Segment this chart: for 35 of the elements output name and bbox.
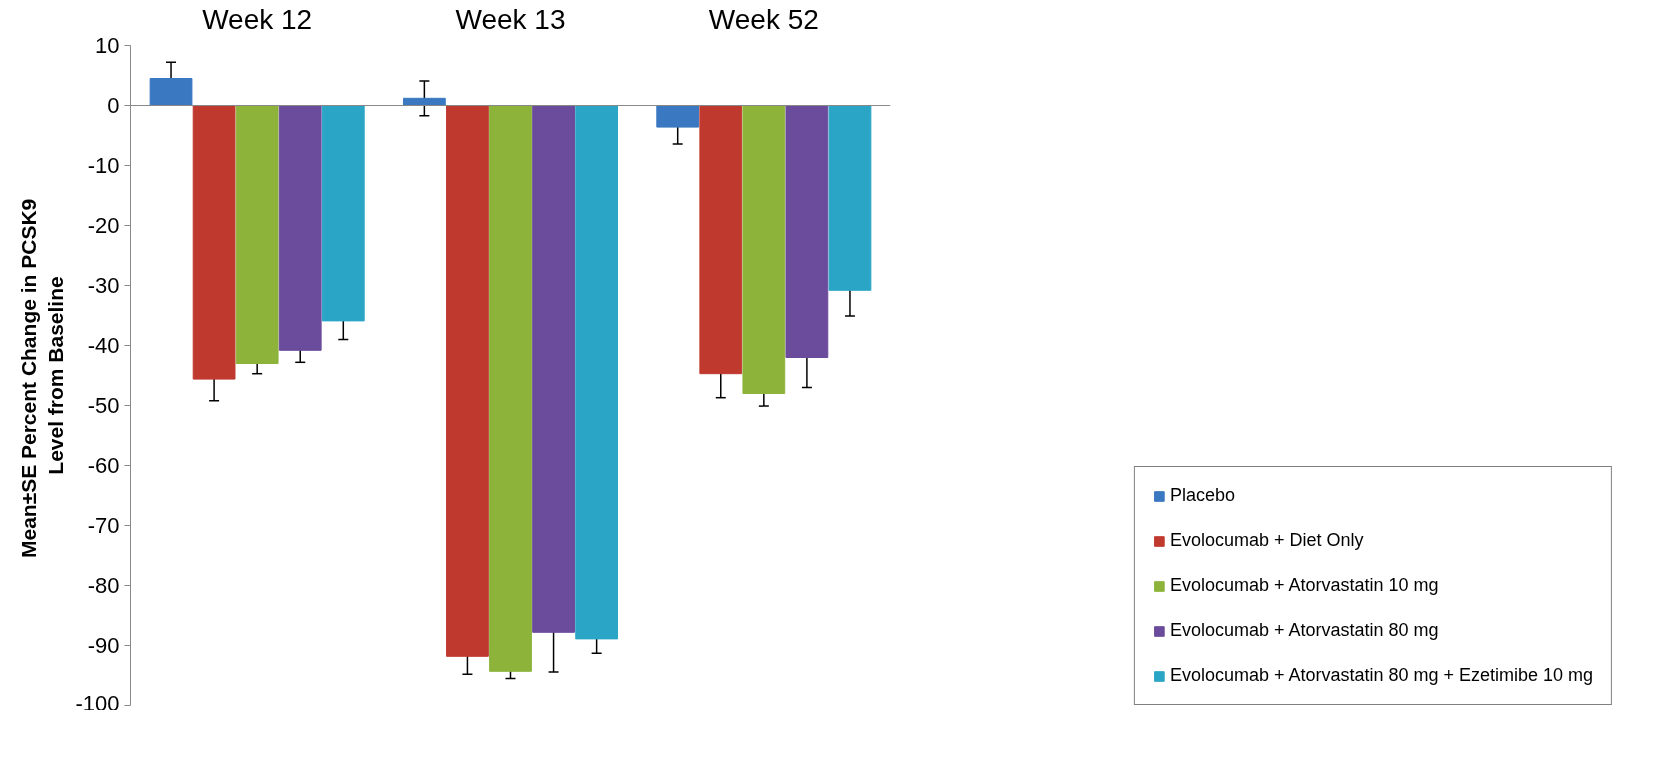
y-tick-label: -70 xyxy=(87,513,120,538)
x-tick-label: Week 13 xyxy=(455,3,566,35)
bar xyxy=(575,105,619,640)
y-tick-label: -100 xyxy=(75,690,120,716)
legend-label: Evolocumab + Diet Only xyxy=(1169,530,1364,551)
bar xyxy=(321,105,365,322)
bar xyxy=(149,78,193,106)
bar xyxy=(489,105,532,672)
bar xyxy=(532,105,575,633)
legend-label: Evolocumab + Atorvastatin 80 mg xyxy=(1169,620,1439,641)
y-tick-label: -30 xyxy=(87,273,120,298)
x-tick-label: Week 12 xyxy=(202,3,313,35)
y-tick-label: -10 xyxy=(87,153,120,178)
legend-label: Placebo xyxy=(1169,485,1235,506)
y-tick-label: -80 xyxy=(87,573,120,598)
y-tick-label: -60 xyxy=(87,453,120,478)
bar xyxy=(699,105,743,375)
y-tick-label: 10 xyxy=(95,33,120,58)
x-tick-label: Week 52 xyxy=(708,3,819,35)
bar xyxy=(742,105,786,394)
bar xyxy=(656,105,700,128)
legend-label: Evolocumab + Atorvastatin 10 mg xyxy=(1169,575,1439,596)
bar xyxy=(235,105,279,364)
bar xyxy=(278,105,322,351)
legend-label: Evolocumab + Atorvastatin 80 mg + Ezetimibe 10 mg xyxy=(1169,665,1594,686)
bar xyxy=(828,105,872,291)
bar xyxy=(192,105,236,380)
y-tick-label: -50 xyxy=(87,393,120,418)
y-tick-label: 0 xyxy=(107,93,120,118)
y-tick-label: -20 xyxy=(87,213,120,238)
bar xyxy=(785,105,829,358)
y-axis-title: Mean±SE Percent Change in PCSK9 Level from Baseline xyxy=(16,198,68,559)
y-tick-label: -90 xyxy=(87,633,120,658)
bar xyxy=(446,105,489,657)
y-tick-label: -40 xyxy=(87,333,120,358)
